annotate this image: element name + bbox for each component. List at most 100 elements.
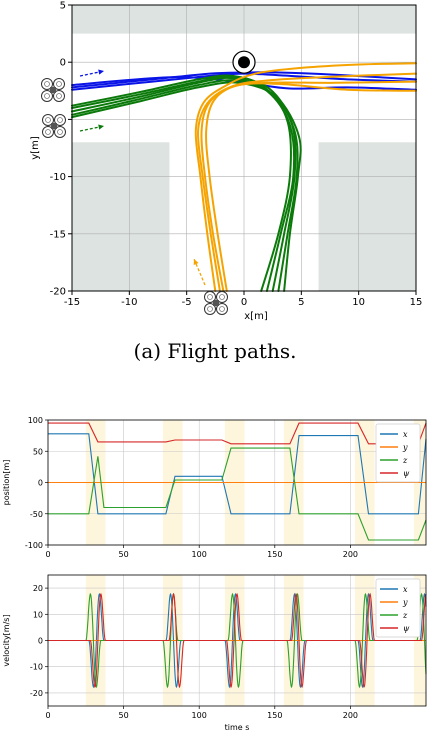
y-axis-label: y[m] [30,136,41,160]
x-tick-label: 150 [267,550,282,559]
direction-arrow-icon [79,124,105,132]
y-tick-label: 0 [60,58,66,69]
drone-rotor-hub [207,294,213,300]
drone-rotor [41,78,53,90]
y-tick-label: -100 [25,541,43,550]
drone-body [213,300,219,306]
x-tick-label: 50 [119,550,129,559]
y-tick-label: 10 [33,610,43,619]
legend-label: x [403,585,408,594]
drone-rotor-hub [56,93,62,99]
direction-arrow-icon [193,258,206,286]
goal-marker-center [238,56,250,69]
x-tick-label: 200 [343,711,358,720]
legend-label: ψ [403,624,410,633]
velocity-plot: 0 50 100 150 20020100-10-20velocity[m/s]time… [2,574,427,732]
x-tick-label: -10 [121,297,137,308]
y-tick-label: -10 [50,172,66,183]
drone-rotor [216,303,228,315]
drone-rotor [54,114,66,126]
x-tick-label: 200 [343,550,358,559]
x-axis-label: time s [225,723,250,732]
y-tick-label: 0 [38,479,43,488]
y-axis-label: velocity[m/s] [2,614,11,666]
drone-rotor-hub [57,117,63,123]
drone-icon [42,114,66,138]
legend-label: z [402,456,408,465]
y-axis-label: position[m] [2,460,11,506]
arrow-head [98,69,104,75]
legend-box [375,578,421,638]
drone-icon [41,78,65,102]
drone-rotor-hub [45,117,51,123]
x-tick-label: 15 [410,297,423,308]
drone-rotor-hub [45,129,51,135]
x-tick-label: 50 [119,711,129,720]
y-tick-label: -50 [30,510,43,519]
legend-label: y [402,443,408,452]
legend-label: y [402,598,408,607]
y-tick-label: 20 [33,584,43,593]
drone-rotor [41,90,53,102]
x-tick-label: 100 [192,711,207,720]
orange-trajectory [194,62,417,292]
drone-rotor [53,78,65,90]
drone-rotor-hub [57,129,63,135]
orange-trajectory [205,82,417,292]
drone-rotor-hub [219,306,225,312]
x-tick-label: 100 [192,550,207,559]
drone-body [51,123,57,129]
obstacle-rect [318,142,416,291]
legend-label: x [403,430,408,439]
x-tick-label: -5 [182,297,192,308]
y-tick-label: 5 [60,1,66,12]
x-tick-label: 0 [241,297,247,308]
green-trajectory [71,74,292,292]
direction-arrow-icon [79,69,105,77]
drone-rotor-hub [56,81,62,87]
x-tick-label: 0 [45,550,50,559]
y-tick-label: 50 [33,447,43,456]
y-tick-label: 0 [38,637,43,646]
drone-rotor-hub [44,81,50,87]
series-line-z [48,447,427,541]
y-tick-label: 100 [28,416,43,425]
y-tick-label: -20 [50,287,66,298]
green-trajectory [71,81,302,292]
drone-rotor-hub [44,93,50,99]
drone-rotor-hub [207,306,213,312]
series-line-ψ [48,592,427,689]
drone-rotor-hub [219,294,225,300]
orange-trajectory [200,72,417,292]
drone-body [50,87,56,93]
x-tick-label: 0 [45,711,50,720]
green-trajectory [71,75,297,292]
legend-box [375,423,421,483]
x-axis-label: x[m] [244,311,268,322]
legend-label: z [402,611,408,620]
figure-caption: (a) Flight paths. [134,339,297,363]
arrow-head [193,259,199,265]
arrow-head [98,124,104,130]
drone-icon [204,291,228,315]
drone-rotor [216,291,228,303]
x-tick-label: 150 [267,711,282,720]
series-line-ψ [48,422,427,445]
legend-label: ψ [403,469,410,478]
x-tick-label: 10 [352,297,365,308]
drone-rotor [42,126,54,138]
drone-rotor [204,303,216,315]
y-tick-label: -10 [30,663,43,672]
x-tick-label: 5 [298,297,304,308]
y-tick-label: -15 [50,229,66,240]
y-tick-label: -20 [30,689,43,698]
orange-trajectory [197,80,417,292]
series-line-x [48,433,427,515]
obstacle-rect [72,142,170,291]
drone-rotor [53,90,65,102]
drone-rotor [54,126,66,138]
